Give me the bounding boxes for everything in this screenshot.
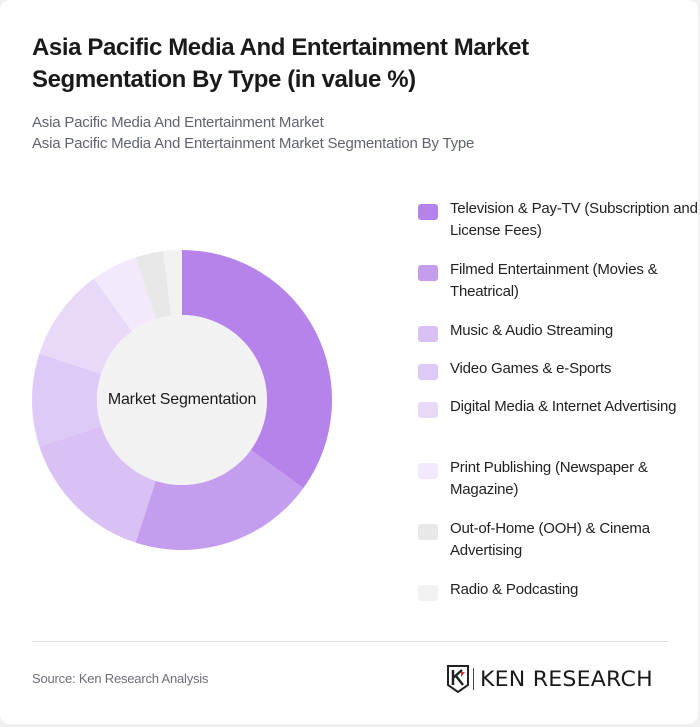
legend-item[interactable]: Out-of-Home (OOH) & Cinema Advertising [418,518,700,562]
legend-item[interactable]: Filmed Entertainment (Movies & Theatrica… [418,259,700,303]
legend-label: Digital Media & Internet Advertising [450,398,677,415]
subtitle-line-1: Asia Pacific Media And Entertainment Mar… [32,114,324,131]
legend-label: Video Games & e-Sports [450,360,612,377]
legend-label: Television & Pay-TV (Subscription and Li… [450,200,698,239]
ken-research-logo-icon [447,665,469,693]
page-title: Asia Pacific Media And Entertainment Mar… [32,34,529,93]
legend-swatch-icon [418,326,438,342]
legend-item[interactable]: Radio & Podcasting [418,579,700,601]
legend-item[interactable]: Television & Pay-TV (Subscription and Li… [418,198,700,242]
legend-label: Filmed Entertainment (Movies & Theatrica… [450,261,658,300]
donut-slice[interactable] [163,250,182,316]
legend-item[interactable]: Digital Media & Internet Advertising [418,396,700,418]
donut-slice[interactable] [39,278,133,374]
donut-slice[interactable] [39,426,156,543]
legend-label: Radio & Podcasting [450,581,579,598]
legend-swatch-icon [418,402,438,418]
ken-research-logo: KEN RESEARCH [447,665,653,693]
subtitle-line-2: Asia Pacific Media And Entertainment Mar… [32,135,475,152]
subtitle: Asia Pacific Media And Entertainment Mar… [32,112,474,154]
footer-divider [32,641,668,642]
legend-swatch-icon [418,204,438,220]
legend-item[interactable]: Music & Audio Streaming [418,320,700,342]
legend-item[interactable]: Video Games & e-Sports [418,358,700,380]
logo-text: KEN RESEARCH [480,667,653,691]
legend-item[interactable]: Print Publishing (Newspaper & Magazine) [418,457,700,501]
legend-swatch-icon [418,585,438,601]
donut-chart-svg [32,250,332,550]
legend-swatch-icon [418,265,438,281]
source-text: Source: Ken Research Analysis [32,671,209,686]
donut-slice[interactable] [135,449,304,550]
donut-hole [97,315,267,485]
legend-label: Print Publishing (Newspaper & Magazine) [450,459,648,498]
legend-label: Music & Audio Streaming [450,322,613,339]
logo-separator [473,668,474,690]
legend-swatch-icon [418,364,438,380]
donut-slice[interactable] [93,257,156,332]
legend-swatch-icon [418,463,438,479]
donut-chart: Market Segmentation [32,250,332,550]
donut-slice[interactable] [135,251,172,320]
donut-slice[interactable] [32,353,102,447]
legend-label: Out-of-Home (OOH) & Cinema Advertising [450,520,650,559]
donut-slice[interactable] [182,250,332,489]
legend-swatch-icon [418,524,438,540]
